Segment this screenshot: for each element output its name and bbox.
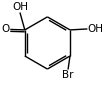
Text: OH: OH (12, 2, 28, 12)
Text: Br: Br (62, 70, 74, 80)
Text: O: O (2, 24, 10, 34)
Text: OH: OH (88, 24, 104, 34)
